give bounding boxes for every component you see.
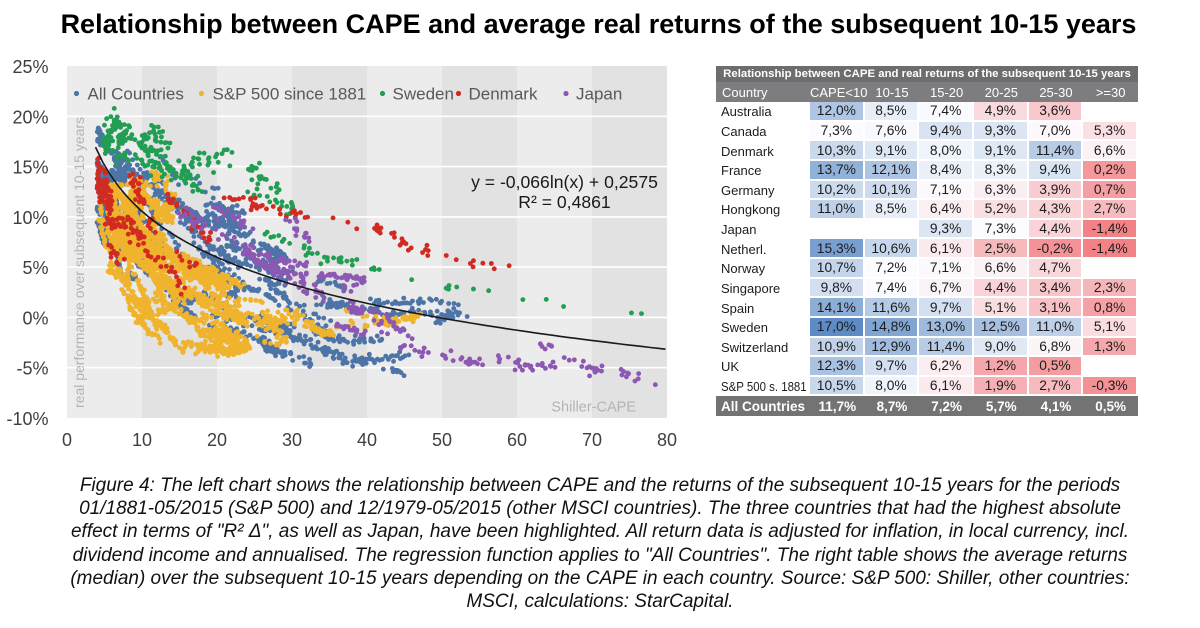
svg-text:Shiller-CAPE: Shiller-CAPE bbox=[551, 400, 636, 416]
svg-text:20: 20 bbox=[207, 430, 227, 450]
svg-text:60: 60 bbox=[507, 430, 527, 450]
svg-text:5%: 5% bbox=[22, 258, 48, 278]
svg-text:All Countries: All Countries bbox=[88, 85, 184, 104]
svg-text:0: 0 bbox=[62, 430, 72, 450]
svg-text:20%: 20% bbox=[12, 107, 48, 127]
svg-text:-5%: -5% bbox=[16, 359, 48, 379]
svg-text:15%: 15% bbox=[12, 158, 48, 178]
svg-text:Japan: Japan bbox=[576, 85, 622, 104]
svg-text:70: 70 bbox=[582, 430, 602, 450]
svg-text:-10%: -10% bbox=[6, 409, 48, 429]
svg-text:40: 40 bbox=[357, 430, 377, 450]
svg-text:50: 50 bbox=[432, 430, 452, 450]
svg-text:10: 10 bbox=[132, 430, 152, 450]
svg-text:0%: 0% bbox=[22, 308, 48, 328]
svg-text:25%: 25% bbox=[12, 57, 48, 77]
svg-text:Denmark: Denmark bbox=[469, 85, 538, 104]
svg-text:Sweden: Sweden bbox=[393, 85, 454, 104]
svg-text:30: 30 bbox=[282, 430, 302, 450]
svg-text:80: 80 bbox=[657, 430, 677, 450]
svg-text:10%: 10% bbox=[12, 208, 48, 228]
svg-text:S&P 500 since 1881: S&P 500 since 1881 bbox=[213, 85, 367, 104]
svg-text:real performance over subseque: real performance over subsequent 10-15 y… bbox=[71, 117, 87, 408]
